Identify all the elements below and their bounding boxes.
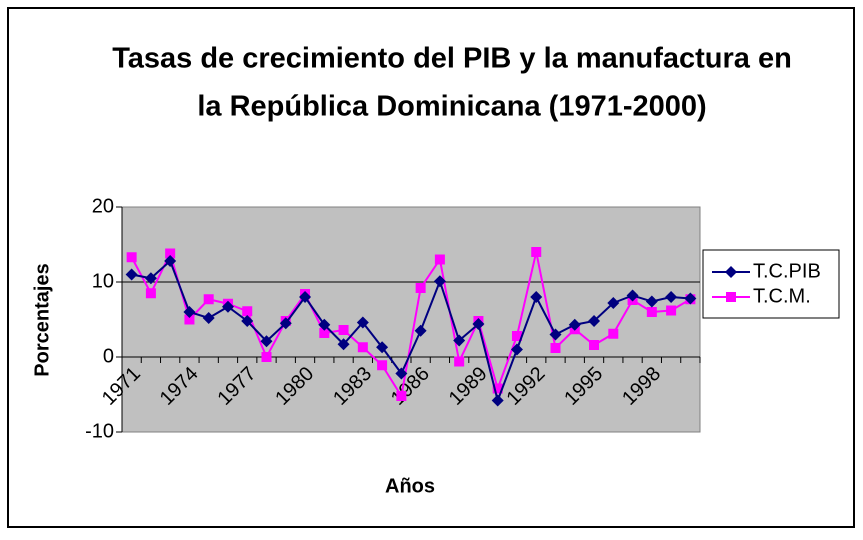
data-point — [645, 295, 658, 308]
data-point — [588, 315, 601, 327]
data-point — [299, 291, 312, 303]
chart-title: Tasas de crecimiento del PIB y la manufa… — [112, 43, 792, 75]
y-tick-label: 20 — [92, 195, 114, 217]
data-point — [589, 340, 600, 350]
legend-marker — [725, 266, 737, 278]
data-point — [434, 254, 445, 265]
data-point — [395, 367, 408, 380]
data-point — [203, 294, 214, 305]
x-axis-label: Años — [385, 475, 435, 497]
data-point — [666, 305, 677, 316]
data-point — [510, 343, 523, 356]
data-point — [145, 288, 156, 299]
data-point — [357, 342, 368, 353]
data-point — [550, 343, 561, 353]
data-point — [492, 383, 503, 394]
data-point — [144, 272, 157, 285]
y-tick-label: -10 — [85, 420, 114, 442]
data-point — [454, 356, 465, 367]
data-point — [183, 306, 196, 318]
data-point — [338, 325, 349, 335]
data-point — [415, 283, 426, 293]
data-point — [221, 300, 234, 313]
data-point — [665, 291, 678, 303]
data-point — [433, 275, 446, 288]
legend-box — [702, 249, 840, 319]
data-point — [261, 352, 272, 362]
data-point — [376, 341, 389, 354]
data-point — [126, 252, 137, 263]
data-point — [318, 318, 331, 331]
data-point — [125, 268, 138, 281]
data-point — [242, 306, 253, 317]
data-point — [646, 307, 657, 317]
data-point — [356, 316, 369, 329]
data-point — [491, 394, 504, 407]
data-point — [377, 360, 388, 371]
y-tick-label: 10 — [92, 270, 114, 292]
data-point — [396, 391, 407, 401]
data-point — [684, 292, 697, 305]
data-point — [608, 328, 619, 339]
data-point — [530, 291, 543, 303]
data-point — [414, 324, 427, 337]
data-point — [319, 328, 330, 338]
data-point — [241, 315, 254, 327]
data-point — [453, 334, 466, 347]
y-axis-label: Porcentajes — [31, 263, 53, 376]
data-point — [337, 338, 350, 351]
legend-label: T.C.M. — [753, 285, 811, 307]
data-point — [531, 247, 542, 257]
data-point — [260, 335, 273, 348]
y-tick-label: 0 — [103, 345, 114, 367]
chart-title: la República Dominicana (1971-2000) — [197, 91, 706, 123]
data-point — [279, 317, 292, 330]
data-point — [164, 255, 177, 267]
data-point — [549, 328, 562, 341]
data-point — [626, 289, 639, 302]
data-point — [184, 314, 195, 325]
data-point — [202, 312, 215, 324]
data-point — [165, 248, 176, 259]
legend-label: T.C.PIB — [753, 260, 821, 282]
data-point — [607, 297, 620, 309]
plot-area — [121, 206, 701, 433]
data-point — [472, 318, 485, 330]
legend-marker — [726, 292, 736, 302]
data-point — [568, 318, 581, 331]
data-point — [511, 331, 522, 341]
